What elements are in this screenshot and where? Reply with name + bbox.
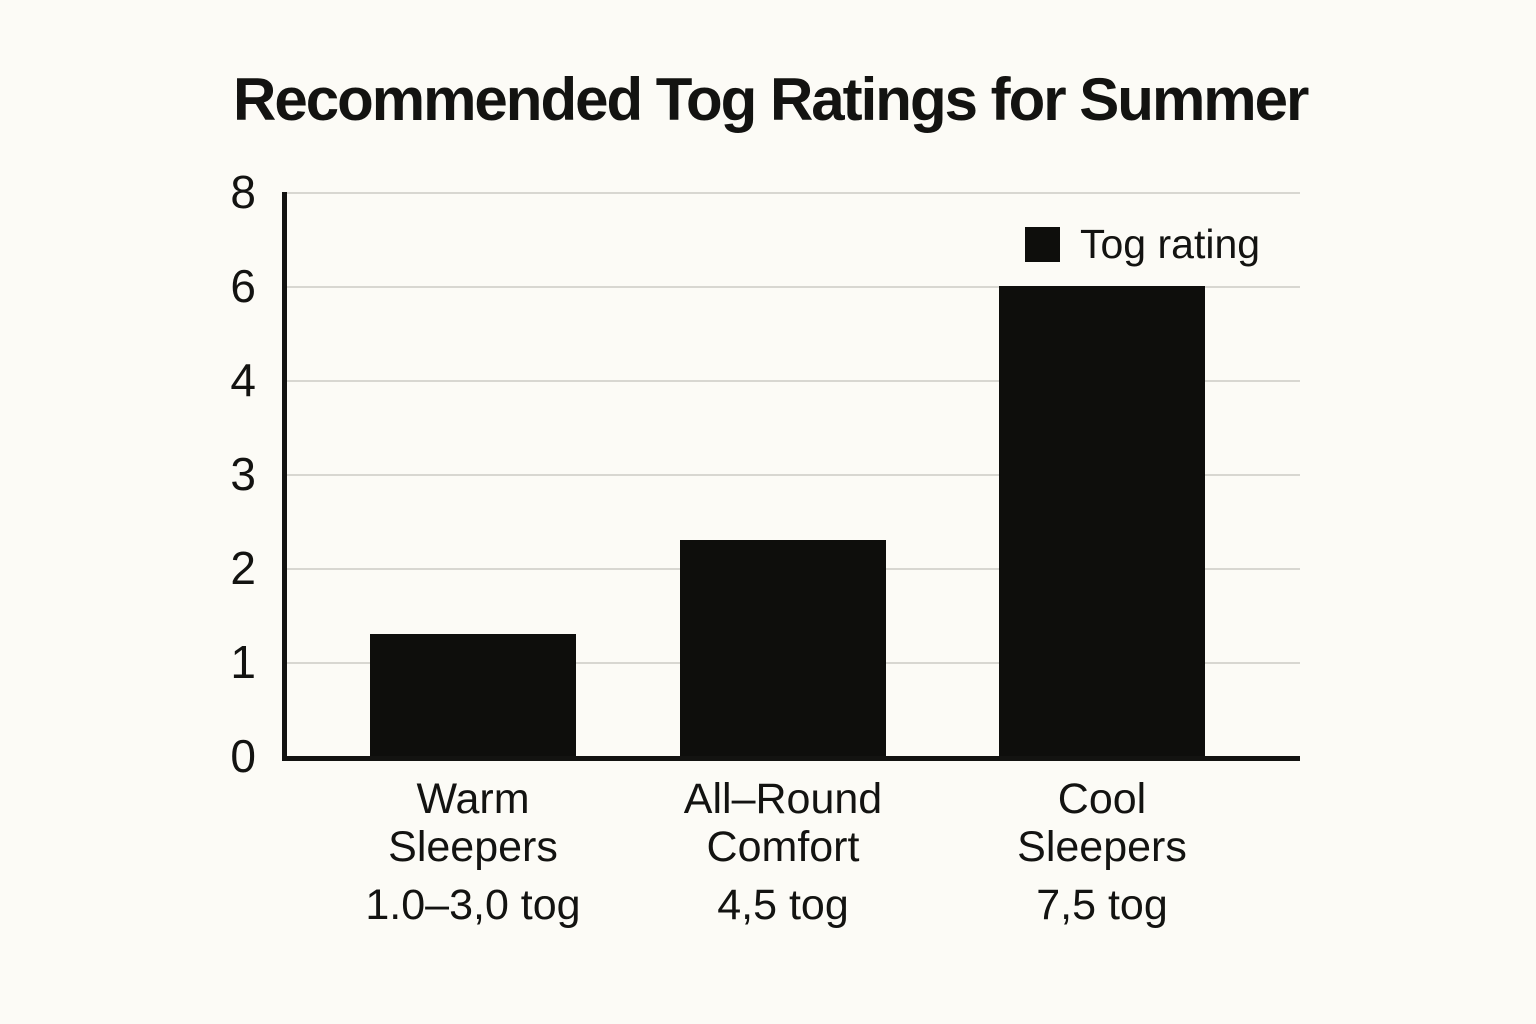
x-axis-sublabel: 1.0–3,0 tog [365,881,581,929]
gridline [287,380,1300,382]
x-axis-label: All–Round Comfort 4,5 tog [623,775,943,929]
x-axis-sublabel: 7,5 tog [1036,881,1168,929]
x-axis-label: Warm Sleepers 1.0–3,0 tog [313,775,633,929]
chart-title: Recommended Tog Ratings for Summer [233,66,1309,133]
x-axis-label: Cool Sleepers 7,5 tog [942,775,1262,929]
legend-label: Tog rating [1080,221,1261,267]
y-tick-label: 2 [230,542,256,594]
x-axis-labels: Warm Sleepers 1.0–3,0 tog All–Round Comfort 4… [287,775,1300,945]
x-axis-label-line: Cool [1057,775,1147,823]
x-axis-label-line: Warm [416,775,530,823]
gridline [287,286,1300,288]
bar-cool-sleepers [999,286,1205,756]
y-tick-label: 6 [230,260,256,312]
y-tick-label: 8 [230,166,256,218]
x-axis-label-line: Comfort [706,823,860,871]
x-axis-sublabel: 4,5 tog [717,881,849,929]
plot-area [282,192,1300,761]
bar-all-round-comfort [680,540,886,756]
y-tick-label: 0 [230,730,256,782]
y-tick-label: 3 [230,448,256,500]
bar-warm-sleepers [370,634,576,756]
y-tick-label: 1 [230,636,256,688]
legend: Tog rating [1025,221,1260,268]
y-axis-labels: 8 6 4 3 2 1 0 [0,169,256,779]
gridline [287,192,1300,194]
gridline [287,474,1300,476]
x-axis-label-line: All–Round [683,775,883,823]
x-axis-label-line: Sleepers [1017,823,1187,871]
legend-swatch [1025,227,1060,262]
y-tick-label: 4 [230,354,256,406]
x-axis-label-line: Sleepers [388,823,558,871]
